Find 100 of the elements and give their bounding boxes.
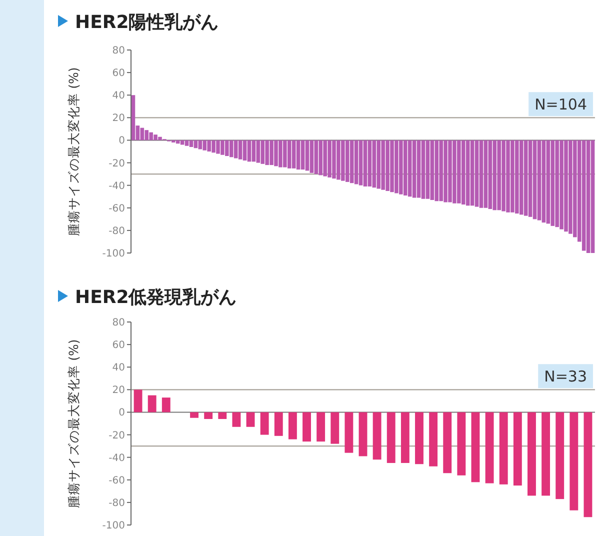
bar	[363, 140, 368, 186]
y-tick-label: -80	[108, 226, 125, 237]
bar	[471, 412, 480, 482]
bar	[484, 140, 488, 208]
bar	[488, 140, 492, 210]
bar	[466, 140, 470, 206]
bar	[288, 412, 297, 440]
bar	[310, 140, 314, 173]
bar	[479, 140, 484, 208]
bar	[412, 140, 416, 198]
bar	[260, 412, 269, 435]
bar	[314, 140, 318, 174]
bar	[184, 140, 189, 146]
chart-title: HER2低発現乳がん	[75, 287, 237, 308]
bar	[330, 412, 340, 444]
bar	[274, 412, 283, 436]
bar	[256, 140, 260, 163]
y-tick-label: -80	[108, 498, 125, 509]
bar	[134, 390, 142, 412]
bar	[528, 412, 536, 496]
bar	[430, 140, 434, 200]
bar	[144, 130, 149, 140]
annotation: N=33	[544, 368, 587, 386]
bar	[443, 412, 452, 474]
bar	[260, 140, 265, 164]
bar	[532, 140, 537, 220]
bar	[358, 140, 363, 186]
bar	[550, 140, 555, 226]
y-axis-title: 腫瘍サイズの最大変化率 (%)	[66, 67, 81, 236]
bar	[416, 140, 421, 198]
y-tick-label: 60	[112, 340, 125, 352]
bar	[305, 140, 310, 171]
bar	[403, 140, 408, 196]
chart-title: HER2陽性乳がん	[75, 12, 219, 33]
bar	[461, 140, 466, 205]
bar	[292, 140, 296, 168]
bar	[302, 412, 311, 442]
bar	[415, 412, 424, 464]
y-tick-label: -20	[108, 430, 125, 442]
bar	[492, 140, 497, 210]
bar	[528, 140, 532, 217]
bar	[429, 412, 438, 466]
bar	[582, 140, 586, 251]
annotation: N=104	[534, 96, 587, 114]
bar	[198, 140, 202, 150]
bar	[246, 412, 255, 427]
y-tick-label: -60	[108, 203, 125, 214]
bar	[408, 140, 412, 197]
y-tick-label: 0	[118, 408, 125, 419]
bar	[499, 412, 508, 484]
bar	[586, 140, 590, 253]
bar	[386, 412, 396, 463]
bar	[162, 398, 170, 412]
bar	[524, 140, 528, 216]
y-tick-label: -20	[108, 158, 125, 170]
bar	[537, 140, 542, 220]
bar	[542, 412, 550, 496]
bar	[247, 140, 252, 162]
y-tick-label: 80	[112, 46, 125, 56]
bar	[180, 140, 184, 145]
bar	[457, 412, 466, 476]
y-tick-label: 80	[112, 318, 125, 328]
bar	[194, 140, 198, 148]
y-tick-label: -100	[102, 248, 125, 260]
bar	[238, 140, 242, 160]
bar	[590, 140, 595, 253]
bar	[570, 412, 578, 510]
bar	[344, 412, 354, 453]
y-tick-label: -100	[102, 520, 125, 532]
y-tick-label: 40	[112, 90, 125, 102]
bar	[542, 140, 546, 223]
bar	[421, 140, 426, 199]
y-tick-label: 0	[118, 136, 125, 147]
bar	[368, 140, 372, 186]
bar	[584, 412, 592, 518]
bar	[202, 140, 207, 150]
bar	[372, 412, 382, 460]
bar	[358, 412, 368, 456]
bar	[189, 140, 194, 147]
bar	[474, 140, 479, 207]
bar	[204, 412, 213, 419]
bar	[316, 412, 326, 442]
bar	[372, 140, 376, 188]
bar	[229, 140, 234, 158]
bar	[242, 140, 247, 161]
bar	[296, 140, 300, 170]
bar	[434, 140, 439, 202]
y-tick-label: -40	[108, 180, 125, 192]
y-axis-title: 腫瘍サイズの最大変化率 (%)	[66, 339, 81, 508]
bar	[148, 395, 156, 412]
y-tick-label: 20	[112, 113, 125, 124]
bar	[400, 412, 410, 463]
bar	[190, 412, 198, 418]
bar	[218, 412, 227, 419]
bar	[376, 140, 381, 189]
bar	[131, 95, 136, 140]
y-tick-label: -60	[108, 475, 125, 486]
bar	[252, 140, 256, 162]
bar	[345, 140, 350, 182]
y-tick-label: 60	[112, 68, 125, 80]
